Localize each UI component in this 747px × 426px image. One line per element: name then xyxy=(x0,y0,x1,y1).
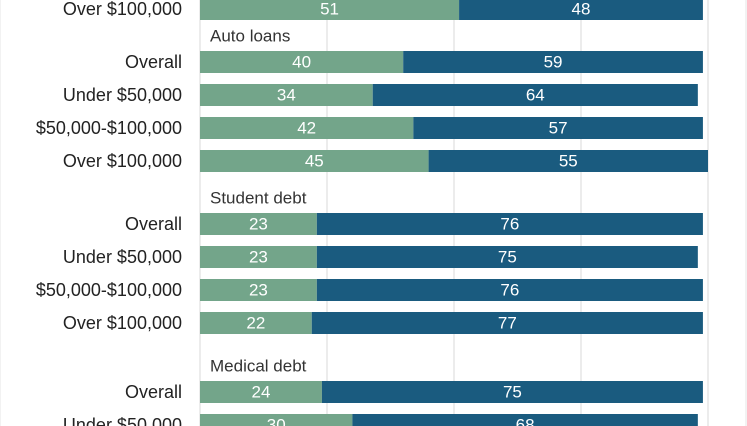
data-label: 76 xyxy=(500,281,519,300)
data-label: 59 xyxy=(544,53,563,72)
category-label: Overall xyxy=(125,382,182,402)
data-label: 51 xyxy=(320,0,339,19)
bar-segment-first xyxy=(200,381,322,403)
data-label: 64 xyxy=(526,86,545,105)
category-label: $50,000-$100,000 xyxy=(36,280,182,300)
data-label: 45 xyxy=(305,152,324,171)
bar-segment-first xyxy=(200,84,373,106)
category-label: Over $100,000 xyxy=(63,151,182,171)
bar-segment-second xyxy=(316,213,703,235)
data-label: 40 xyxy=(292,53,311,72)
section-title: Student debt xyxy=(210,189,307,208)
data-label: 55 xyxy=(559,152,578,171)
bar-segment-first xyxy=(200,213,317,235)
category-label: Overall xyxy=(125,214,182,234)
data-label: 68 xyxy=(516,416,535,426)
data-label: 57 xyxy=(549,119,568,138)
category-label: $50,000-$100,000 xyxy=(36,118,182,138)
data-label: 22 xyxy=(246,314,265,333)
category-label: Over $100,000 xyxy=(63,313,182,333)
bar-segment-first xyxy=(200,117,414,139)
bar-segment-second xyxy=(413,117,703,139)
category-label: Under $50,000 xyxy=(63,415,182,426)
data-label: 23 xyxy=(249,248,268,267)
data-label: 48 xyxy=(572,0,591,19)
data-label: 76 xyxy=(500,215,519,234)
data-label: 75 xyxy=(498,248,517,267)
data-label: 75 xyxy=(503,383,522,402)
bar-segment-second xyxy=(316,279,703,301)
category-label: Overall xyxy=(125,52,182,72)
bar-segment-first xyxy=(200,150,429,172)
chart-marks: Over $100,000 51 48 Auto loans Overall 40 59 Un… xyxy=(36,0,708,426)
category-label: Under $50,000 xyxy=(63,247,182,267)
bar-segment-second xyxy=(428,150,708,172)
section-title: Auto loans xyxy=(210,27,290,46)
data-label: 42 xyxy=(297,119,316,138)
bar-segment-first xyxy=(200,312,312,334)
bar-segment-second xyxy=(321,381,703,403)
data-label: 23 xyxy=(249,215,268,234)
data-label: 24 xyxy=(251,383,270,402)
bar-segment-first xyxy=(200,414,353,426)
bar-segment-second xyxy=(311,312,703,334)
bar-segment-second xyxy=(316,246,698,268)
category-label: Under $50,000 xyxy=(63,85,182,105)
bar-segment-first xyxy=(200,279,317,301)
data-label: 34 xyxy=(277,86,296,105)
section-title: Medical debt xyxy=(210,357,307,376)
category-label: Over $100,000 xyxy=(63,0,182,19)
bar-segment-first xyxy=(200,51,404,73)
data-label: 23 xyxy=(249,281,268,300)
bar-segment-second xyxy=(372,84,698,106)
bar-segment-first xyxy=(200,246,317,268)
data-label: 77 xyxy=(498,314,517,333)
data-label: 30 xyxy=(267,416,286,426)
bar-segment-first xyxy=(200,0,460,20)
bar-segment-second xyxy=(352,414,698,426)
bar-segment-second xyxy=(459,0,703,20)
bar-segment-second xyxy=(403,51,703,73)
